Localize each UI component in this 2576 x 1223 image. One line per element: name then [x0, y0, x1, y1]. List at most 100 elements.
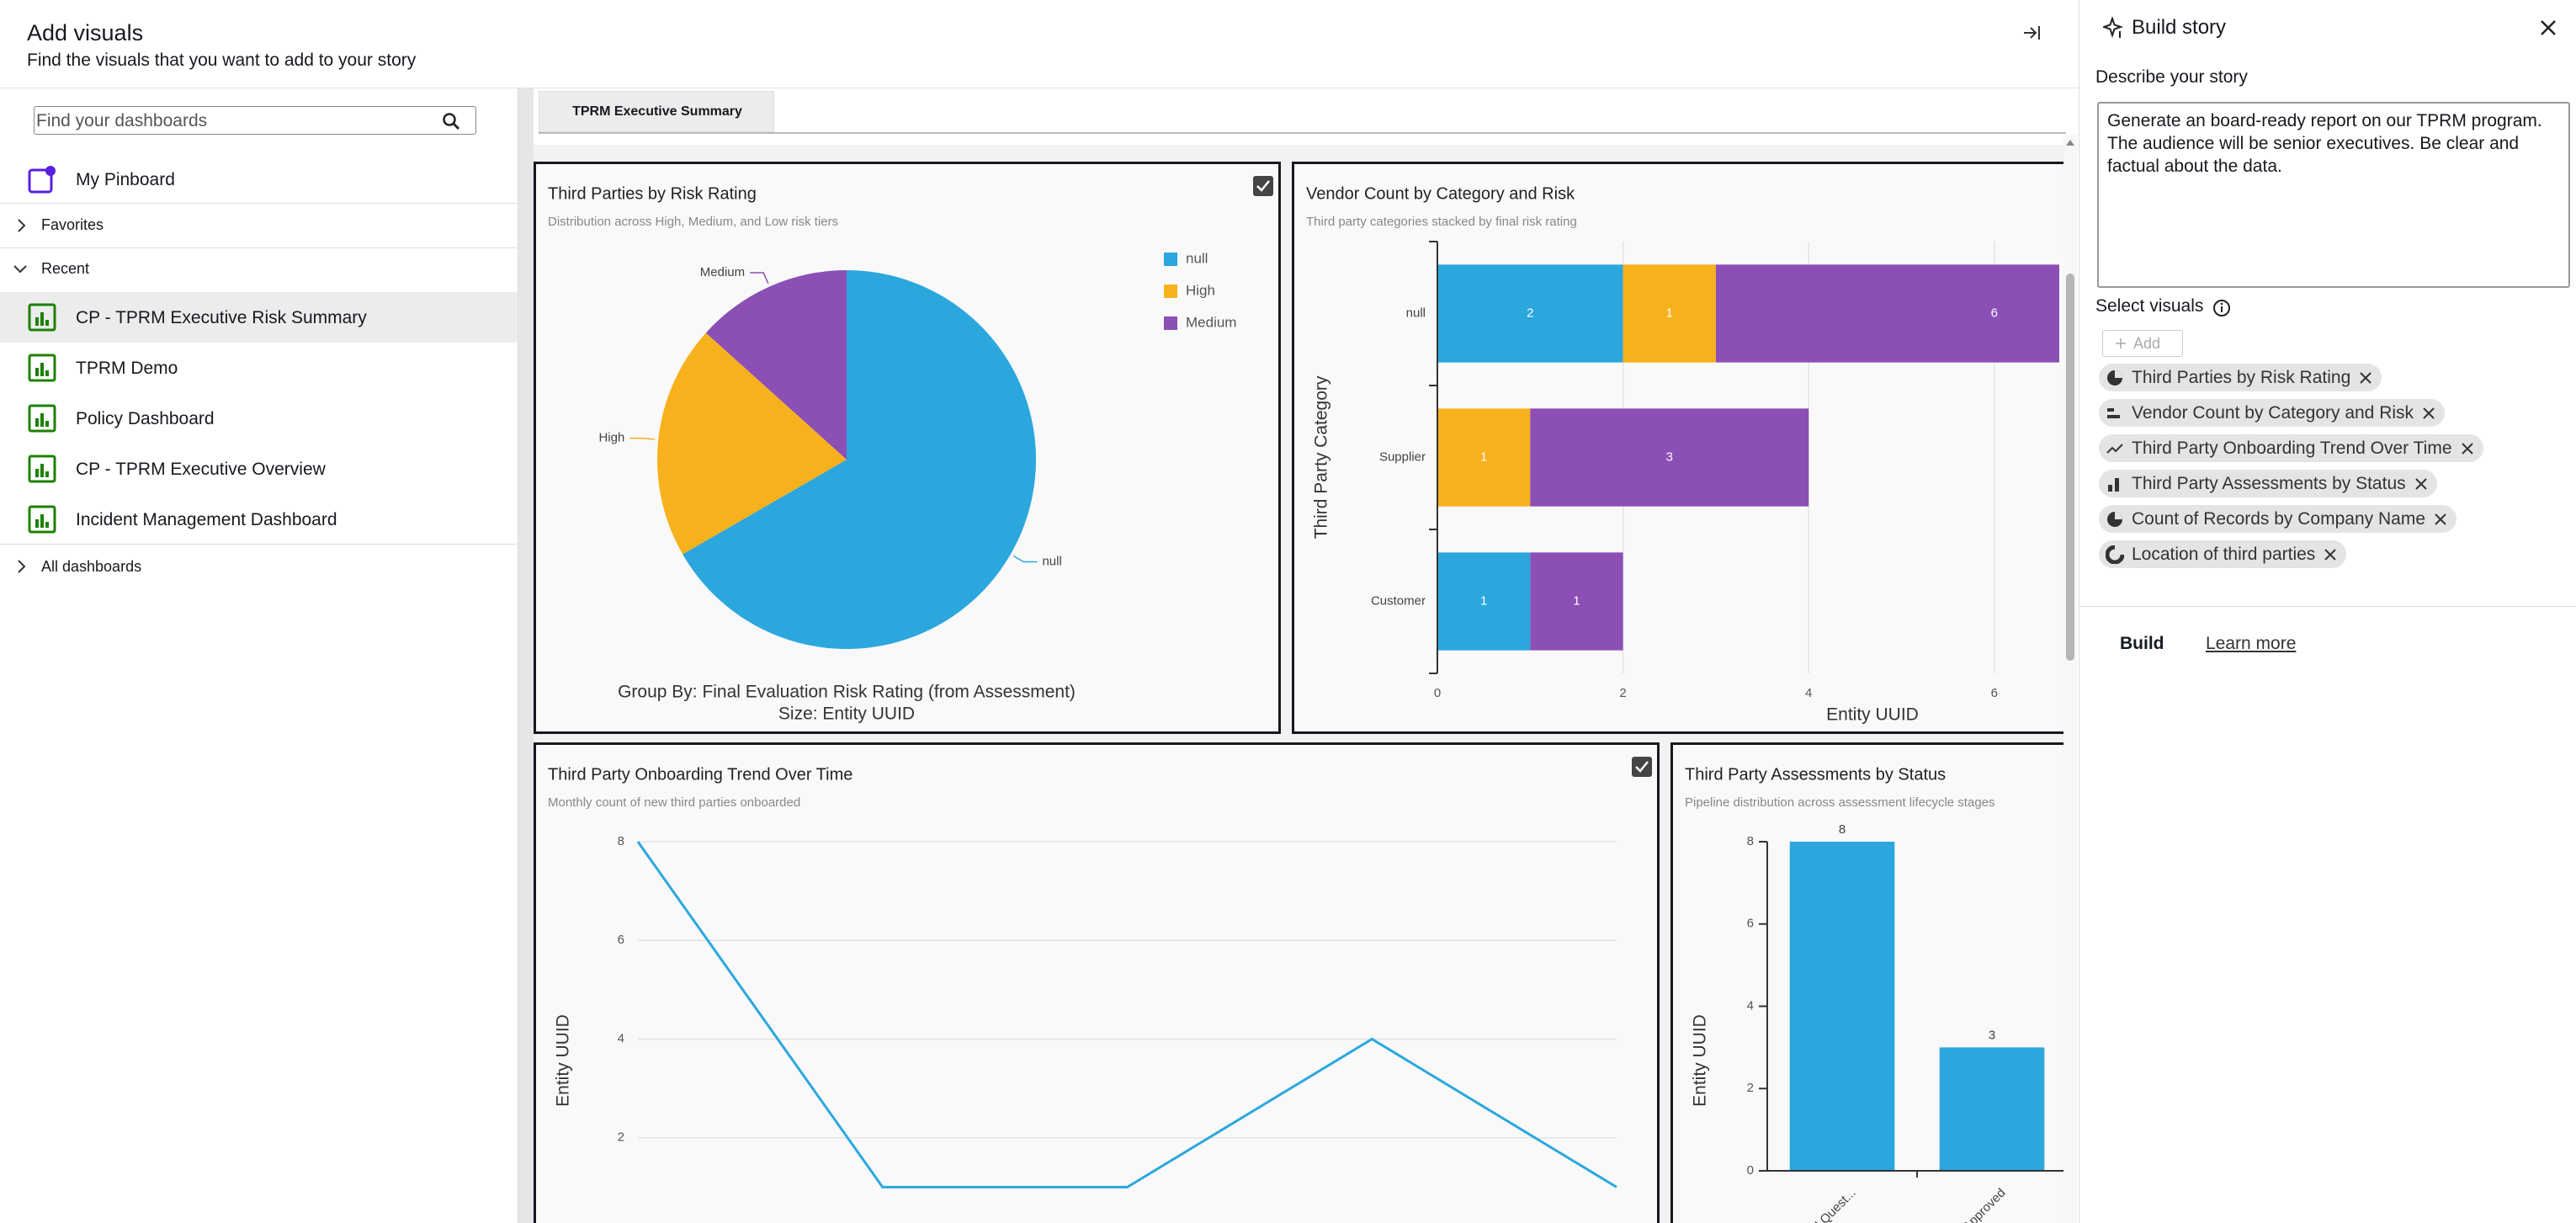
icon-frame — [28, 505, 56, 534]
bar-segment — [1437, 552, 1531, 651]
visual-name: Vendor Count by Category and Risk — [2132, 402, 2414, 423]
search-placeholder: Find your dashboards — [36, 111, 208, 130]
data-label: 3 — [1989, 1028, 1995, 1042]
selected-visuals: Third Parties by Risk Rating Vendor Count… — [2099, 364, 2483, 568]
x-tick-label: 2 — [1619, 686, 1626, 700]
y-tick-label: null — [1406, 306, 1426, 320]
x-tick-label: 0 — [1434, 686, 1441, 700]
icon-bar — [45, 320, 49, 326]
search-box[interactable]: Find your dashboards — [34, 106, 476, 135]
y-tick-label: Customer — [1371, 593, 1426, 608]
recent-dashboard-row[interactable]: Policy Dashboard — [0, 393, 518, 444]
icon-bar — [45, 522, 49, 528]
plus-icon — [2116, 338, 2126, 348]
description-text: Generate an board-ready report on our TP… — [2107, 111, 2542, 176]
pie-slice — [657, 332, 847, 555]
visual-icon — [2108, 477, 2119, 492]
remove-visual[interactable] — [2460, 441, 2475, 456]
divider — [0, 544, 518, 545]
icon-part — [2107, 414, 2120, 418]
bar — [1939, 1047, 2045, 1171]
y-axis-title: Third Party Category — [1312, 375, 1331, 539]
collapse-button[interactable] — [2021, 23, 2042, 43]
legend-swatch — [1164, 316, 1177, 330]
remove-visual[interactable] — [2421, 406, 2436, 421]
visual-icon — [2106, 545, 2124, 564]
icon-part — [2360, 371, 2372, 384]
favorites-row[interactable]: Favorites — [0, 204, 518, 247]
visual-name: Location of third parties — [2132, 544, 2316, 564]
y-tick-label: 8 — [1747, 834, 1754, 848]
visual-card[interactable]: Vendor Count by Category and Risk Third p… — [1292, 162, 2063, 734]
info-icon[interactable] — [2212, 299, 2231, 317]
y-tick-label: 2 — [618, 1130, 624, 1145]
x-tick-label: al Quest... — [1808, 1186, 1858, 1223]
select-checkbox[interactable] — [1632, 757, 1652, 777]
pinboard-row[interactable]: My Pinboard — [0, 154, 518, 205]
icon-frame — [28, 354, 56, 382]
x-tick-label: Approved — [1960, 1186, 2008, 1223]
select-checkbox[interactable] — [1253, 176, 1273, 196]
all-dashboards-row[interactable]: All dashboards — [0, 545, 518, 588]
checkbox-check — [1256, 180, 1270, 192]
add-button[interactable]: Add — [2102, 330, 2183, 357]
y-tick-label: 4 — [618, 1031, 624, 1045]
close-button[interactable] — [2539, 19, 2557, 37]
recent-dashboard-row[interactable]: TPRM Demo — [0, 343, 518, 393]
visual-icon — [2107, 407, 2120, 418]
recent-dashboard-row[interactable]: Incident Management Dashboard — [0, 494, 518, 545]
learn-more-link[interactable]: Learn more — [2206, 634, 2297, 653]
panel-subtitle: Find the visuals that you want to add to… — [27, 51, 417, 70]
icon-bar — [40, 514, 44, 528]
icon-frame — [28, 303, 56, 332]
y-axis-title: Entity UUID — [1691, 1014, 1710, 1107]
icon-part — [2435, 513, 2446, 525]
selected-visual-chip: Location of third parties — [2099, 540, 2347, 568]
checkbox-check — [1635, 761, 1649, 773]
recent-row[interactable]: Recent — [0, 248, 518, 290]
icon-part — [2107, 407, 2114, 412]
data-label: 3 — [1666, 449, 1673, 464]
visual-icon — [2107, 370, 2122, 386]
y-axis-title: Entity UUID — [554, 1014, 573, 1107]
data-label: 1 — [1480, 593, 1487, 608]
dashboard-tab[interactable]: TPRM Executive Summary — [539, 91, 774, 132]
chart-subtitle: Pipeline distribution across assessment … — [1685, 795, 1995, 810]
visual-card[interactable]: Third Parties by Risk Rating Distribution… — [534, 162, 1281, 734]
visual-icon — [2107, 511, 2122, 527]
recent-dashboard-row[interactable]: CP - TPRM Executive Risk Summary — [0, 292, 518, 343]
icon-part — [2108, 484, 2112, 492]
icon-bar — [35, 519, 39, 528]
visual-card[interactable]: Third Party Onboarding Trend Over Time Mo… — [534, 742, 1660, 1223]
chart: Third Parties by Risk Rating Distribution… — [548, 176, 1273, 724]
slice-label: High — [598, 431, 624, 445]
chart-title: Third Party Onboarding Trend Over Time — [548, 765, 852, 784]
remove-visual[interactable] — [2414, 476, 2429, 492]
selected-visual-chip: Third Parties by Risk Rating — [2099, 364, 2382, 391]
data-label: 2 — [1527, 306, 1533, 320]
description-input[interactable]: Generate an board-ready report on our TP… — [2097, 102, 2570, 288]
group-by-label: Group By: Final Evaluation Risk Rating (… — [618, 683, 1076, 702]
recent-dashboard-row[interactable]: CP - TPRM Executive Overview — [0, 444, 518, 494]
icon-bar — [40, 312, 44, 326]
icon-bar — [40, 363, 44, 376]
x-tick-label: 6 — [1991, 686, 1998, 700]
selected-visual-chip: Third Party Assessments by Status — [2099, 470, 2437, 497]
scroll-thumb[interactable] — [2066, 274, 2074, 661]
y-tick-label: 2 — [1747, 1081, 1754, 1095]
remove-visual[interactable] — [2358, 370, 2373, 386]
build-button[interactable]: Build — [2120, 634, 2164, 653]
scrollbar[interactable] — [2063, 135, 2077, 1223]
icon-bar — [45, 471, 49, 477]
icon-frame — [28, 455, 56, 483]
icon-part — [2115, 477, 2119, 492]
dashboard-icon — [28, 303, 56, 332]
remove-visual[interactable] — [2323, 547, 2338, 562]
remove-visual[interactable] — [2433, 512, 2448, 527]
bar-segment — [1530, 408, 1809, 507]
divider — [2079, 606, 2576, 607]
chart-title: Third Party Assessments by Status — [1685, 765, 1946, 784]
chart-title: Vendor Count by Category and Risk — [1306, 184, 1575, 203]
visual-card[interactable]: Third Party Assessments by Status Pipelin… — [1670, 742, 2063, 1223]
